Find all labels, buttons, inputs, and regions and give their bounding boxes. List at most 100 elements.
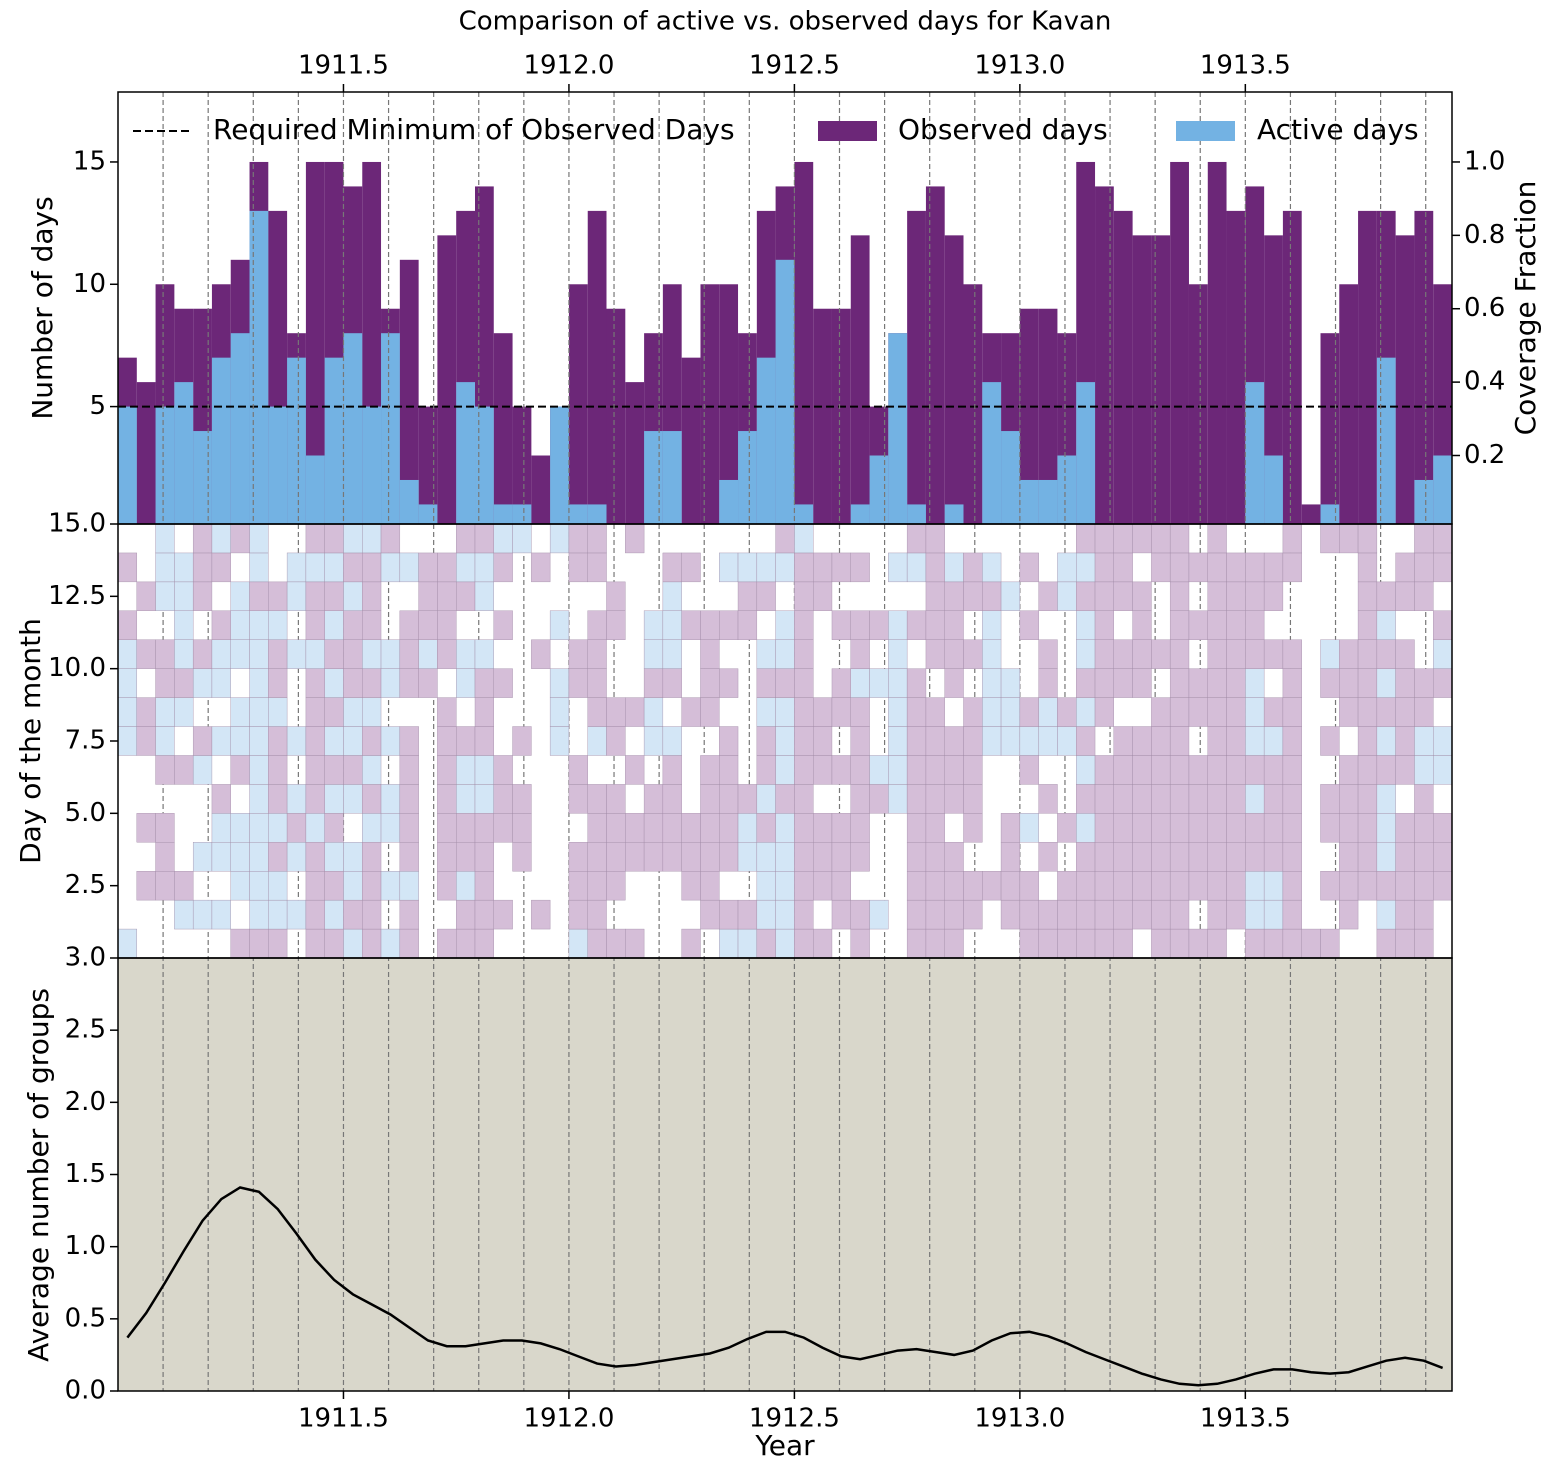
- heatmap-cell: [343, 523, 363, 554]
- bar: [1038, 479, 1058, 524]
- heatmap-cell: [117, 639, 138, 669]
- heatmap-cell: [756, 871, 776, 901]
- heatmap-cell: [756, 899, 776, 930]
- heatmap-cell: [1376, 899, 1396, 930]
- heatmap-cell: [1038, 928, 1058, 959]
- heatmap-cell: [1320, 523, 1340, 554]
- y-tick-label: 7.5: [65, 726, 106, 756]
- heatmap-cell: [906, 871, 927, 901]
- heatmap-cell: [869, 755, 889, 785]
- heatmap-cell: [756, 639, 776, 669]
- y-axis-label: Number of days: [26, 196, 59, 419]
- heatmap-cell: [1019, 899, 1039, 930]
- heatmap-cell: [1057, 552, 1077, 583]
- heatmap-cell: [1188, 871, 1208, 901]
- heatmap-cell: [1263, 755, 1284, 785]
- heatmap-cell: [1076, 581, 1096, 611]
- heatmap-cell: [568, 928, 588, 959]
- heatmap-cell: [1263, 871, 1284, 901]
- heatmap-cell: [906, 784, 927, 814]
- heatmap-cell: [1169, 871, 1190, 901]
- heatmap-cell: [1376, 755, 1396, 785]
- heatmap-cell: [1169, 552, 1190, 583]
- heatmap-cell: [643, 784, 664, 814]
- heatmap-cell: [1282, 842, 1302, 872]
- heatmap-cell: [155, 842, 175, 872]
- heatmap-cell: [1094, 784, 1114, 814]
- heatmap-cell: [625, 523, 645, 554]
- heatmap-cell: [1207, 813, 1227, 843]
- heatmap-cell: [888, 697, 908, 727]
- heatmap-cell: [531, 639, 551, 669]
- heatmap-cell: [1282, 523, 1302, 554]
- heatmap-cell: [512, 726, 532, 756]
- heatmap-cell: [437, 784, 457, 814]
- heatmap-cell: [456, 552, 476, 583]
- heatmap-cell: [1188, 813, 1208, 843]
- heatmap-cell: [249, 639, 269, 669]
- heatmap-cell: [286, 899, 307, 930]
- heatmap-cell: [174, 639, 194, 669]
- heatmap-cell: [268, 899, 288, 930]
- heatmap-cell: [1226, 697, 1246, 727]
- heatmap-cell: [1433, 639, 1453, 669]
- heatmap-cell: [249, 581, 269, 611]
- heatmap-cell: [1188, 842, 1208, 872]
- heatmap-cell: [1094, 639, 1114, 669]
- heatmap-cell: [794, 523, 814, 554]
- heatmap-cell: [1320, 784, 1340, 814]
- bar: [1282, 210, 1302, 524]
- bar: [907, 504, 926, 524]
- heatmap-cell: [1357, 871, 1378, 901]
- heatmap-cell: [324, 813, 344, 843]
- heatmap-cell: [493, 784, 513, 814]
- heatmap-cell: [775, 552, 795, 583]
- heatmap-cell: [399, 610, 419, 640]
- heatmap-cell: [155, 726, 175, 756]
- heatmap-cell: [794, 581, 814, 611]
- heatmap-cell: [249, 784, 269, 814]
- heatmap-cell: [399, 552, 419, 583]
- heatmap-cell: [456, 668, 476, 698]
- heatmap-cell: [1339, 784, 1359, 814]
- bar: [775, 259, 795, 524]
- bar: [963, 284, 983, 524]
- heatmap-cell: [249, 928, 269, 959]
- y-tick-label: 0.2: [1464, 440, 1505, 470]
- heatmap-cell: [1282, 697, 1302, 727]
- bar: [399, 479, 419, 524]
- heatmap-cell: [1414, 928, 1434, 959]
- heatmap-cell: [286, 552, 307, 583]
- heatmap-cell: [775, 726, 795, 756]
- x-tick-label: 1912.5: [749, 1404, 840, 1434]
- bar: [625, 382, 645, 524]
- heatmap-cell: [775, 697, 795, 727]
- heatmap-cell: [192, 755, 213, 785]
- y-tick-label: 0.4: [1464, 367, 1505, 397]
- heatmap-cell: [456, 813, 476, 843]
- heatmap-cell: [1188, 668, 1208, 698]
- heatmap-cell: [1113, 899, 1133, 930]
- heatmap-cell: [343, 697, 363, 727]
- heatmap-cell: [1433, 552, 1453, 583]
- heatmap-cell: [362, 842, 382, 872]
- bar: [1320, 504, 1340, 524]
- heatmap-cell: [324, 697, 344, 727]
- heatmap-cell: [794, 552, 814, 583]
- bar: [418, 406, 438, 524]
- heatmap-cell: [737, 610, 758, 640]
- heatmap-cell: [174, 755, 194, 785]
- heatmap-cell: [437, 697, 457, 727]
- heatmap-cell: [1282, 784, 1302, 814]
- heatmap-cell: [1132, 899, 1152, 930]
- heatmap-cell: [230, 697, 250, 727]
- heatmap-cell: [775, 871, 795, 901]
- heatmap-cell: [1414, 813, 1434, 843]
- heatmap-cell: [1414, 668, 1434, 698]
- bar: [230, 333, 250, 524]
- heatmap-cell: [775, 784, 795, 814]
- heatmap-cell: [625, 813, 645, 843]
- heatmap-cell: [982, 697, 1002, 727]
- heatmap-cell: [906, 928, 927, 959]
- heatmap-cell: [1433, 842, 1453, 872]
